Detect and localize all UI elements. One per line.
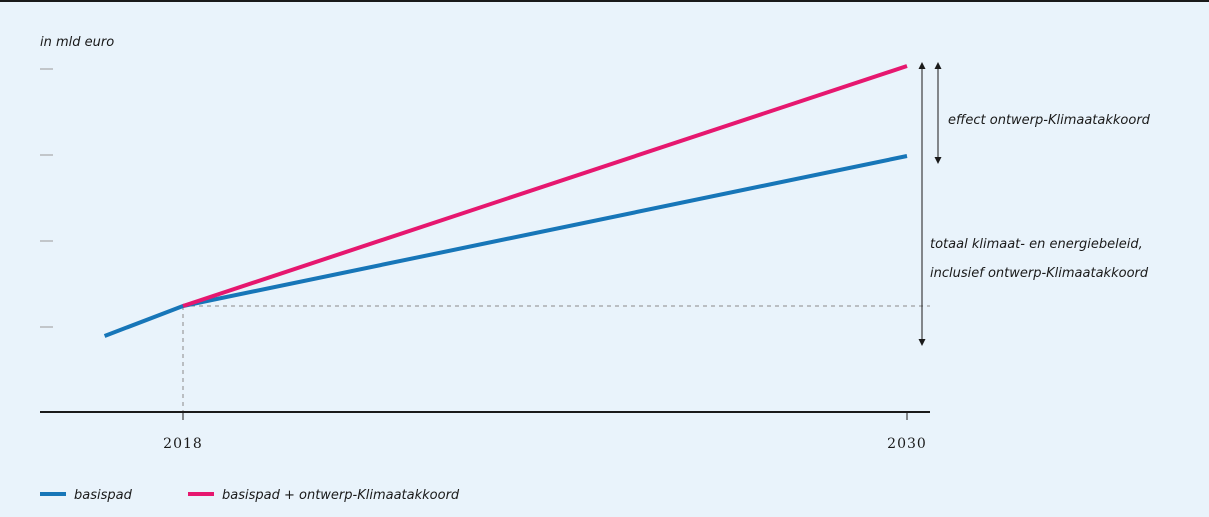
x-tick-label-2018: 2018 — [163, 436, 203, 452]
arrow-effect — [934, 62, 942, 164]
annotation-total-line1: totaal klimaat- en energiebeleid, — [930, 237, 1143, 252]
x-axis-ticks: 2018 2030 — [163, 412, 927, 452]
reference-guides — [182, 305, 930, 412]
y-axis-ticks — [40, 68, 53, 328]
arrow-effect-head-bottom — [934, 157, 942, 164]
series-line-0 — [103, 154, 908, 338]
arrow-total — [918, 62, 926, 346]
annotation-total-line2: inclusief ontwerp-Klimaatakkoord — [930, 266, 1149, 281]
arrow-total-head-top — [918, 62, 926, 69]
annotation-effect: effect ontwerp-Klimaatakkoord — [948, 113, 1151, 128]
legend-label-0: basispad — [74, 488, 133, 503]
annotation-arrows — [918, 62, 942, 346]
legend: basispad basispad + ontwerp-Klimaatakkoor… — [40, 488, 460, 503]
series-layer — [103, 64, 908, 338]
legend-label-1: basispad + ontwerp-Klimaatakkoord — [222, 488, 460, 503]
arrow-total-head-bottom — [918, 339, 926, 346]
y-axis-label: in mld euro — [40, 35, 114, 50]
arrow-effect-head-top — [934, 62, 942, 69]
x-tick-label-2030: 2030 — [887, 436, 927, 452]
series-line-1 — [182, 64, 908, 308]
